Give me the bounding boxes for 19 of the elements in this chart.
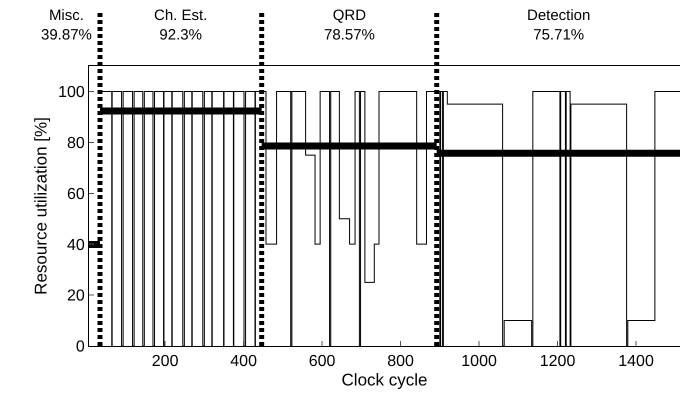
y-tick-label: 20 [67, 288, 85, 305]
x-tick-label: 800 [387, 353, 414, 370]
text: Misc. 39.87% [41, 7, 92, 44]
y-tick-label: 100 [58, 84, 85, 102]
x-tick-label: 1400 [618, 353, 654, 370]
y-tick-label: 0 [76, 338, 85, 356]
y-tick-label: 40 [67, 236, 85, 254]
x-tick-label: 600 [308, 353, 336, 370]
y-axis-title: Resource utilization [%] [32, 117, 51, 295]
y-tick-label: 80 [67, 134, 85, 152]
x-tick-label: 200 [152, 353, 179, 370]
x-tick-label: 1000 [461, 353, 497, 370]
text: Detection 75.71% [527, 7, 590, 44]
text: QRD 78.57% [324, 7, 375, 44]
y-tick-label: 60 [67, 186, 85, 203]
text: Ch. Est. 92.3% [154, 7, 208, 44]
x-axis-title: Clock cycle [342, 370, 428, 390]
x-tick-label: 1200 [540, 353, 576, 370]
x-tick-label: 400 [230, 353, 258, 370]
